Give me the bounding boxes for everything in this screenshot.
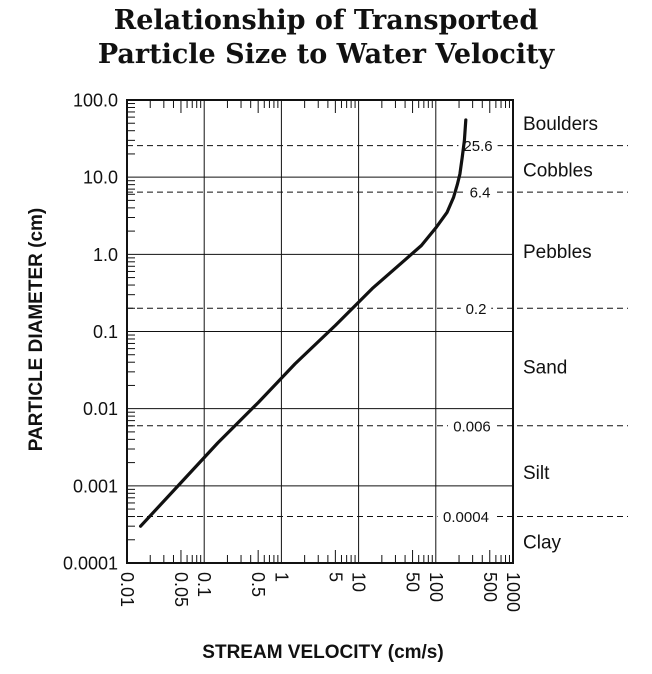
- chart-title: Relationship of Transported Particle Siz…: [0, 4, 652, 72]
- x-tick-label: 0.05: [171, 572, 191, 607]
- series-line: [139, 118, 468, 528]
- category-label: Sand: [523, 358, 567, 379]
- x-tick-labels: 0.01 0.05 0.1 0.5 1 5 10 50 100 500 1000: [117, 572, 523, 612]
- minor-ticks: [127, 100, 510, 563]
- x-tick-label: 100: [426, 572, 446, 602]
- x-tick-label: 0.1: [194, 572, 214, 597]
- boundary-label: 0.0004: [443, 509, 489, 526]
- x-tick-label: 50: [403, 572, 423, 592]
- x-tick-label: 500: [480, 572, 500, 602]
- x-axis-title: STREAM VELOCITY (cm/s): [202, 642, 443, 663]
- category-labels: Boulders Cobbles Pebbles Sand Silt Clay: [523, 114, 598, 553]
- boundary-label-bg: [448, 416, 496, 435]
- x-tick-label: 10: [349, 572, 369, 592]
- boundary-lines: 25.6 6.4 0.2 0.006 0.0004: [127, 136, 628, 526]
- y-tick-label: 100.0: [73, 91, 118, 111]
- boundary-label: 25.6: [463, 138, 492, 155]
- chart-title-line-1: Relationship of Transported: [113, 5, 539, 36]
- category-label: Pebbles: [523, 242, 592, 263]
- y-tick-label: 0.01: [83, 399, 118, 419]
- y-tick-label: 0.001: [73, 476, 118, 496]
- category-label: Cobbles: [523, 160, 593, 181]
- boundary-label-bg: [464, 183, 496, 202]
- category-label: Silt: [523, 463, 550, 484]
- grid: [126, 99, 514, 564]
- series: [139, 118, 468, 528]
- y-tick-label: 0.1: [93, 322, 118, 342]
- chart-title-line-2: Particle Size to Water Velocity: [97, 39, 555, 70]
- x-tick-label: 0.01: [117, 572, 137, 607]
- x-tick-label: 1000: [503, 572, 523, 612]
- category-label: Clay: [523, 532, 562, 553]
- category-label: Boulders: [523, 114, 598, 135]
- boundary-label: 0.006: [453, 418, 491, 435]
- boundary-label-bg: [437, 507, 495, 526]
- y-tick-label: 10.0: [83, 168, 118, 188]
- boundary-label-bg: [458, 136, 498, 155]
- boundary-label: 0.2: [466, 301, 487, 318]
- y-tick-label: 1.0: [93, 245, 118, 265]
- x-tick-label: 5: [325, 572, 345, 582]
- boundary-label: 6.4: [470, 185, 491, 202]
- y-tick-label: 0.0001: [63, 554, 118, 574]
- y-tick-labels: 100.0 10.0 1.0 0.1 0.01 0.001 0.0001: [63, 91, 118, 574]
- x-tick-label: 1: [271, 572, 291, 582]
- x-tick-label: 0.5: [248, 572, 268, 597]
- boundary-label-bg: [460, 299, 492, 318]
- y-axis-title: PARTICLE DIAMETER (cm): [26, 208, 47, 451]
- plot-frame: [126, 99, 514, 564]
